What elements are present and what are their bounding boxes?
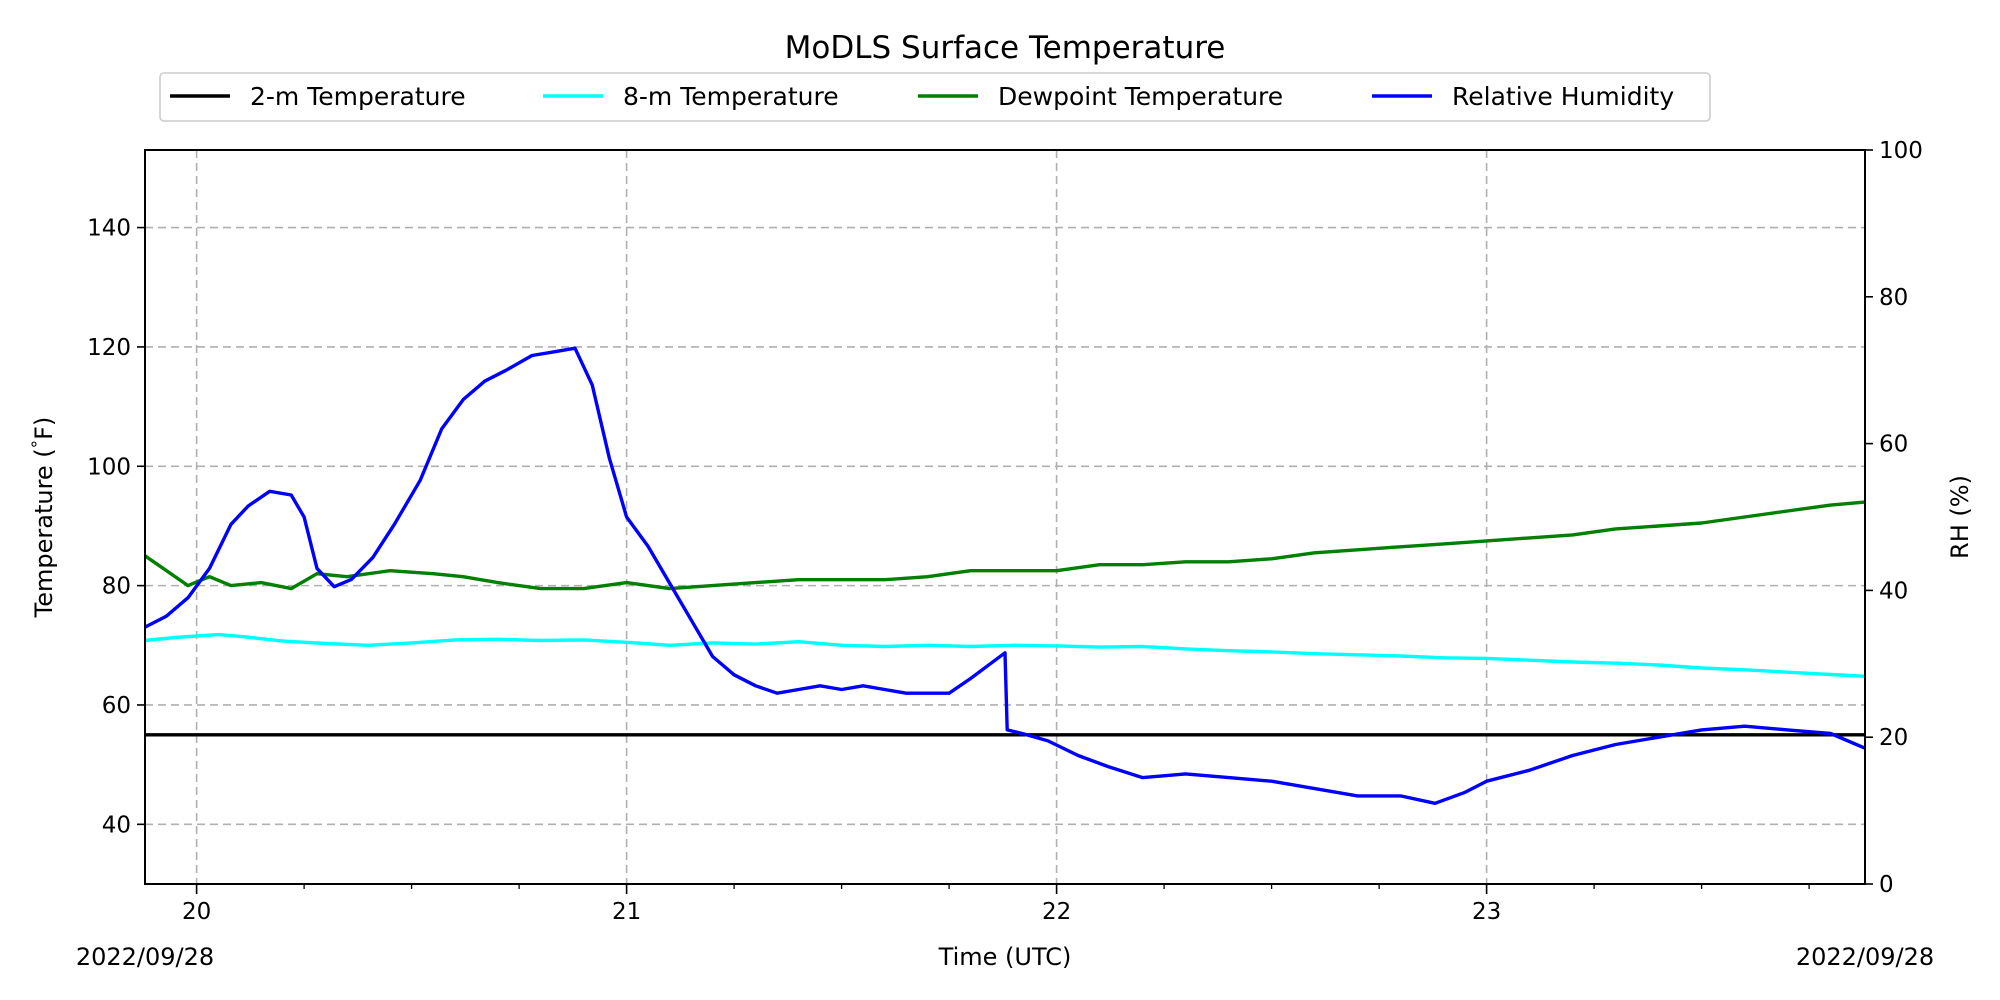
x-tick-label: 21	[612, 899, 641, 925]
x-tick-label: 22	[1042, 899, 1071, 925]
y-tick-label-right: 0	[1879, 872, 1894, 898]
series-layer	[144, 346, 1866, 805]
axes: 40 60 80 100 120 140 0 20 40 60 80 100 20 21 22 23	[87, 138, 1923, 925]
y-tick-label-left: 60	[102, 693, 131, 719]
y-axis-label-left: Temperature (°F)	[29, 417, 58, 619]
series-line-dewpoint-temperature	[144, 500, 1866, 591]
legend: 2-m Temperature 8-m Temperature Dewpoint T…	[159, 72, 1711, 122]
y-tick-label-left: 40	[102, 812, 131, 838]
start-date-label: 2022/09/28	[76, 943, 214, 971]
end-date-label: 2022/09/28	[1796, 943, 1934, 971]
y-axis-label-right: RH (%)	[1946, 475, 1974, 559]
series-line-relative-humidity	[144, 346, 1866, 805]
y-tick-label-right: 80	[1879, 285, 1908, 311]
x-axis-label: Time (UTC)	[938, 943, 1072, 971]
y-tick-label-right: 60	[1879, 432, 1908, 458]
y-tick-label-left: 120	[87, 335, 131, 361]
legend-label: 8-m Temperature	[623, 82, 839, 111]
legend-label: 2-m Temperature	[250, 82, 466, 111]
series-line-8-m-temperature	[144, 632, 1866, 678]
y-tick-label-right: 100	[1879, 138, 1923, 164]
y-tick-label-right: 40	[1879, 578, 1908, 604]
x-tick-label: 23	[1472, 899, 1501, 925]
y-tick-label-right: 20	[1879, 725, 1908, 751]
y-tick-label-left: 140	[87, 216, 131, 242]
y-tick-label-left: 80	[102, 574, 131, 600]
plot-frame	[144, 149, 1866, 885]
chart-title: MoDLS Surface Temperature	[785, 30, 1226, 66]
x-tick-label: 20	[182, 899, 211, 925]
legend-label: Dewpoint Temperature	[998, 82, 1283, 111]
y-tick-label-left: 100	[87, 454, 131, 480]
legend-label: Relative Humidity	[1452, 82, 1674, 111]
